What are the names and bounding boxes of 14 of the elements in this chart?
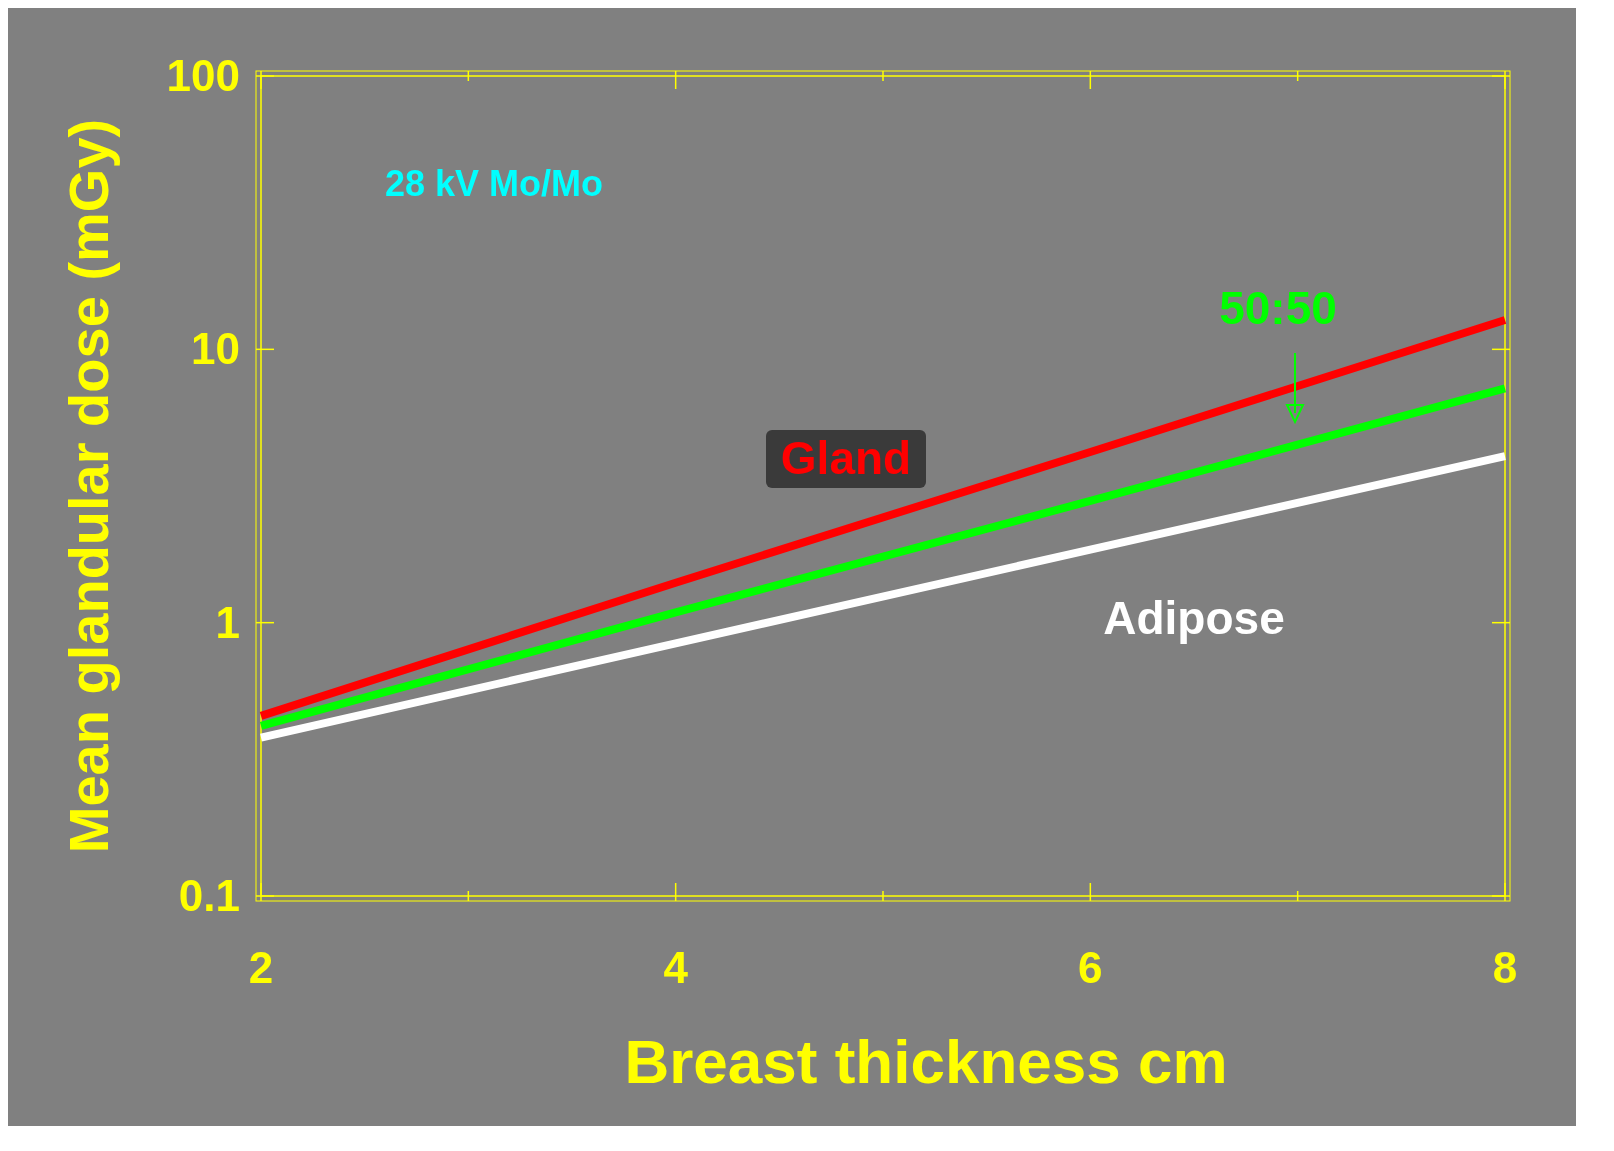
x-tick-label: 6 (1078, 943, 1103, 992)
y-tick-label: 100 (166, 51, 240, 100)
y-tick-label: 10 (191, 324, 240, 374)
annotation: 28 kV Mo/Mo (385, 163, 604, 204)
text: 50:50 (1219, 282, 1337, 334)
y-tick-label: 1 (215, 597, 240, 647)
x-tick-label: 4 (663, 943, 689, 992)
x-tick-label: 2 (248, 943, 274, 992)
series-label: Adipose (1103, 592, 1285, 644)
x-axis-title: Breast thickness cm (624, 1027, 1228, 1096)
x-tick-label: 8 (1492, 943, 1518, 992)
y-axis-title: Mean glandular dose (mGy) (57, 118, 120, 854)
y-tick-label: 0.1 (178, 871, 240, 920)
series-label: Gland (780, 432, 912, 484)
